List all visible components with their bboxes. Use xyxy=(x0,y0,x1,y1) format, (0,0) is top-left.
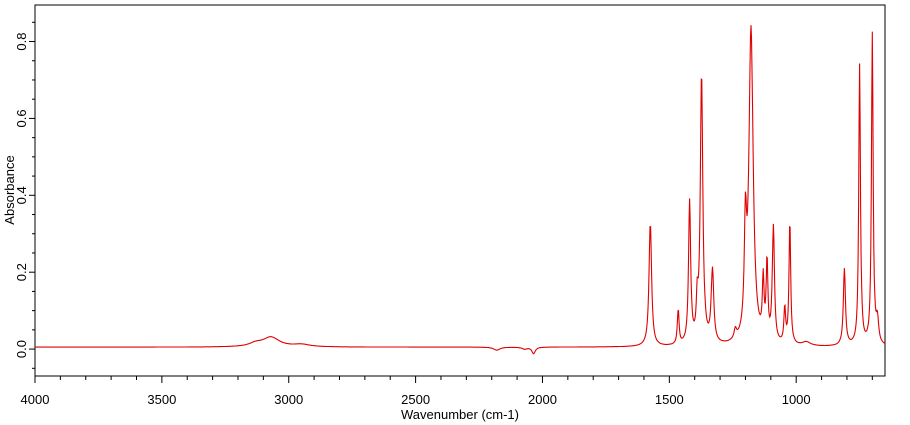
x-tick-label: 3500 xyxy=(147,392,176,407)
x-tick-label: 1000 xyxy=(782,392,811,407)
y-tick-label: 0.8 xyxy=(14,32,29,50)
x-tick-label: 4000 xyxy=(21,392,50,407)
y-tick-label: 0.0 xyxy=(14,340,29,358)
x-tick-label: 3000 xyxy=(274,392,303,407)
y-tick-label: 0.4 xyxy=(14,186,29,204)
spectrum-line xyxy=(35,25,886,355)
x-tick-label: 2000 xyxy=(528,392,557,407)
y-axis-title: Absorbance xyxy=(2,155,17,224)
plot-area xyxy=(34,4,886,377)
y-tick-label: 0.2 xyxy=(14,263,29,281)
x-tick-label: 1500 xyxy=(655,392,684,407)
x-axis-ticks: 4000 3500 3000 2500 2000 1500 1000 xyxy=(21,376,873,407)
y-axis-ticks: 0.0 0.2 0.4 0.6 0.8 xyxy=(14,21,35,369)
x-axis-title: Wavenumber (cm-1) xyxy=(401,407,519,422)
x-tick-label: 2500 xyxy=(401,392,430,407)
y-tick-label: 0.6 xyxy=(14,109,29,127)
